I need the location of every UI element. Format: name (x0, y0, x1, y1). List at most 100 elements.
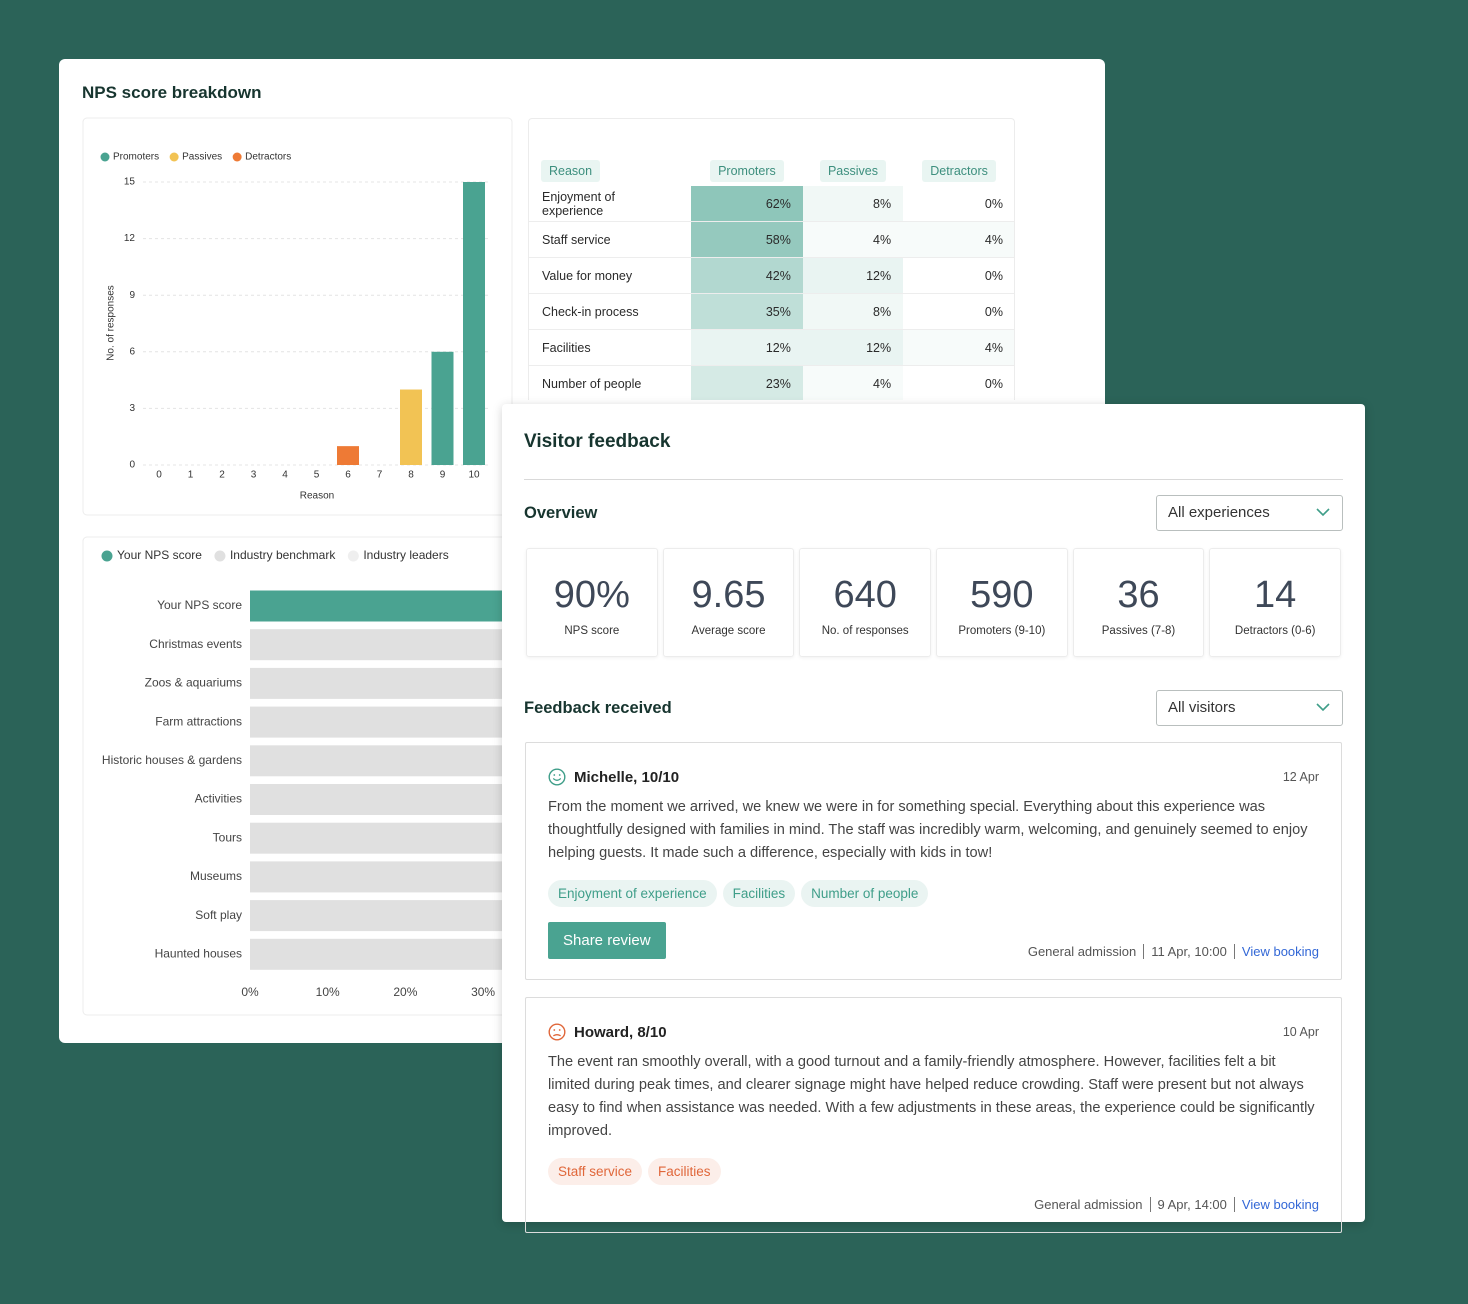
legend-marker (232, 152, 242, 162)
x-tick-label: 4 (282, 470, 288, 481)
legend-label: Promoters (113, 152, 159, 163)
share-button[interactable]: Share review (548, 922, 666, 959)
section-title: Overview (524, 504, 598, 522)
stat-value: 14 (1254, 574, 1297, 616)
booking-link[interactable]: View booking (1233, 944, 1319, 959)
header-cell: Promoters (691, 155, 803, 186)
legend-label: Industry leaders (363, 548, 448, 562)
reason-cell: Check-in process (529, 293, 691, 330)
reason-cell: Enjoyment of experience (529, 186, 691, 222)
legend-marker (100, 152, 110, 162)
legend-marker (347, 550, 359, 562)
header-row: Reason Promoters Passives Detractors (529, 155, 1014, 186)
booking-link[interactable]: View booking (1233, 1197, 1319, 1212)
x-tick-label: 20% (393, 985, 417, 999)
stat-label: NPS score (564, 625, 620, 637)
x-tick-label: 5 (314, 470, 320, 481)
dropdown[interactable]: All experiences (1156, 495, 1343, 531)
value-cell: 12% (691, 329, 803, 366)
tag: Staff service (548, 1158, 643, 1185)
bar (431, 351, 454, 465)
stat-value: 640 (833, 574, 897, 616)
header-cell: Passives (803, 155, 903, 186)
booking-time: 11 Apr, 10:00 (1143, 944, 1227, 959)
value-label: 0% (984, 304, 1003, 319)
y-tick-label: 3 (129, 403, 135, 414)
header-label: Reason (541, 159, 601, 182)
legend-marker (169, 152, 179, 162)
bar (400, 389, 422, 465)
value-cell: 62% (691, 186, 803, 222)
reviews: Michelle, 10/10 12 Apr From the moment we … (525, 742, 1342, 1233)
stat-label: No. of responses (821, 625, 909, 637)
x-tick-label: 3 (251, 470, 257, 481)
header-label: Passives (819, 159, 886, 182)
x-tick-label: 8 (408, 470, 414, 481)
legend-marker (101, 550, 113, 562)
review-icon (548, 768, 566, 786)
value-label: 42% (765, 268, 791, 283)
value-cell: 0% (903, 257, 1014, 294)
legend-label: Your NPS score (117, 548, 202, 562)
value-cell: 0% (903, 365, 1014, 400)
reviewer-name: Michelle, 10/10 (574, 768, 680, 786)
header-cell: Reason (529, 155, 691, 186)
stat-value: 590 (970, 574, 1034, 616)
value-cell: 4% (802, 221, 904, 258)
feedback-panel: Visitor feedback Overview All experience… (502, 404, 1365, 1233)
value-cell: 12% (802, 329, 904, 366)
reason-table: Reason Promoters Passives Detractors Enjoyme… (529, 155, 1014, 400)
value-label: 8% (873, 196, 892, 211)
y-tick-label: Soft play (195, 908, 242, 922)
x-tick-label: 1 (188, 470, 194, 481)
reviewer-name: Howard, 8/10 (574, 1023, 667, 1041)
y-tick-label: Historic houses & gardens (102, 753, 242, 767)
dropdown-value: All visitors (1168, 699, 1236, 716)
booking-meta: General admission 11 Apr, 10:00 View booki… (1028, 944, 1319, 959)
icon-mouth (553, 1034, 561, 1037)
icon-mouth (552, 778, 562, 781)
y-tick-label: Museums (190, 869, 242, 883)
reason-cell: Facilities (529, 329, 691, 366)
booking-meta: General admission 9 Apr, 14:00 View bookin… (1034, 1197, 1319, 1212)
review-card: Howard, 8/10 10 Apr The event ran smoothly… (525, 997, 1342, 1233)
value-cell: 35% (691, 293, 803, 330)
stats: 90% NPS score 9.65 Average score 640 No. of r… (526, 548, 1342, 657)
table-row: Value for money 42% 12% 0% (529, 257, 1014, 294)
stat-card: 90% NPS score (526, 548, 658, 657)
value-label: 0% (984, 196, 1003, 211)
review-header: Howard, 8/10 10 Apr (548, 1020, 1319, 1044)
dropdown[interactable]: All visitors (1156, 690, 1343, 726)
table-row: Check-in process 35% 8% 0% (529, 293, 1014, 330)
value-label: 0% (984, 376, 1003, 391)
tag: Enjoyment of experience (548, 880, 717, 907)
x-tick-label: 0% (241, 985, 259, 999)
value-label: 4% (873, 232, 892, 247)
y-tick-label: Farm attractions (155, 714, 242, 728)
x-tick-label: 2 (219, 470, 225, 481)
review-footer: General admission 9 Apr, 14:00 View bookin… (548, 1197, 1319, 1212)
y-tick-label: Haunted houses (155, 946, 242, 960)
review-text: The event ran smoothly overall, with a g… (548, 1054, 1315, 1139)
value-label: 23% (765, 376, 791, 391)
legend-label: Detractors (245, 152, 291, 163)
x-tick-label: 6 (345, 470, 351, 481)
value-label: 8% (873, 304, 892, 319)
review-date: 12 Apr (1282, 770, 1319, 784)
value-cell: 58% (691, 221, 803, 258)
value-cell: 4% (903, 329, 1014, 366)
value-label: 12% (765, 340, 791, 355)
table-card: Reason Promoters Passives Detractors Enjoyme… (528, 118, 1015, 400)
stat-value: 9.65 (691, 574, 766, 616)
icon-eye (553, 1029, 556, 1031)
panel-title: NPS score breakdown (82, 83, 262, 102)
tags: Enjoyment of experience Facilities Number … (548, 880, 1319, 907)
stat-card: 640 No. of responses (799, 548, 932, 657)
value-cell: 23% (691, 365, 803, 400)
tag: Facilities (722, 880, 796, 907)
value-label: 35% (765, 304, 791, 319)
header-label: Detractors (922, 159, 996, 182)
review-footer: Share review General admission 11 Apr, 10:… (548, 922, 1319, 959)
value-cell: 0% (903, 186, 1014, 222)
